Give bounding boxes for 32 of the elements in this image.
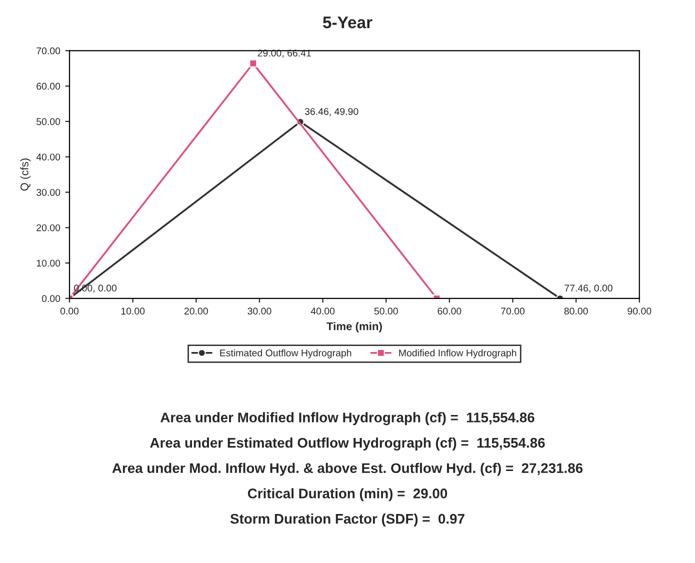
y-tick-label: 70.00 bbox=[36, 47, 60, 54]
text: Storm Duration Factor (SDF) = 0.97 bbox=[230, 514, 464, 526]
text: Area under Estimated Outflow Hydrograph (cf) = 115,554.86 bbox=[150, 438, 545, 451]
x-tick-label: 0.00 bbox=[60, 308, 79, 315]
y-tick-label: 20.00 bbox=[36, 224, 60, 232]
annotation: 77.46, 0.00 bbox=[564, 284, 612, 293]
y-tick-label: 10.00 bbox=[36, 260, 60, 267]
y-tick-label: 0.00 bbox=[42, 295, 60, 302]
y-tick-label: 30.00 bbox=[36, 188, 60, 196]
y-tick-label: 50.00 bbox=[36, 118, 60, 126]
text: Area under Modified Inflow Hydrograph (cf) = 115,554.86 bbox=[160, 412, 534, 426]
x-tick-label: 90.00 bbox=[628, 308, 652, 315]
x-tick-label: 70.00 bbox=[501, 308, 525, 315]
y-axis-title: Q (cfs) bbox=[20, 158, 31, 191]
x-tick-label: 50.00 bbox=[374, 308, 398, 315]
text: Critical Duration (min) = 29.00 bbox=[248, 488, 448, 502]
legend-label: Modified Inflow Hydrograph bbox=[399, 349, 516, 358]
x-tick-label: 30.00 bbox=[248, 308, 272, 315]
annotation: 29.00, 66.41 bbox=[258, 50, 311, 58]
x-tick-label: 10.00 bbox=[121, 308, 145, 315]
x-axis-title: Time (min) bbox=[326, 322, 382, 332]
x-tick-label: 20.00 bbox=[184, 308, 208, 315]
point bbox=[249, 59, 258, 68]
y-tick-label: 60.00 bbox=[36, 82, 60, 90]
annotation: 36.46, 49.90 bbox=[304, 108, 358, 116]
x-tick-label: 60.00 bbox=[438, 308, 462, 315]
chart-title: 5-Year bbox=[322, 16, 372, 28]
x-tick-label: 80.00 bbox=[564, 308, 588, 315]
x-tick-label: 40.00 bbox=[310, 308, 335, 315]
legend-label: Estimated Outflow Hydrograph bbox=[220, 349, 352, 358]
y-tick-label: 40.00 bbox=[36, 154, 60, 160]
text: Area under Mod. Inflow Hyd. & above Est. Outflow Hyd. (cf) = 27,231.86 bbox=[112, 462, 583, 476]
